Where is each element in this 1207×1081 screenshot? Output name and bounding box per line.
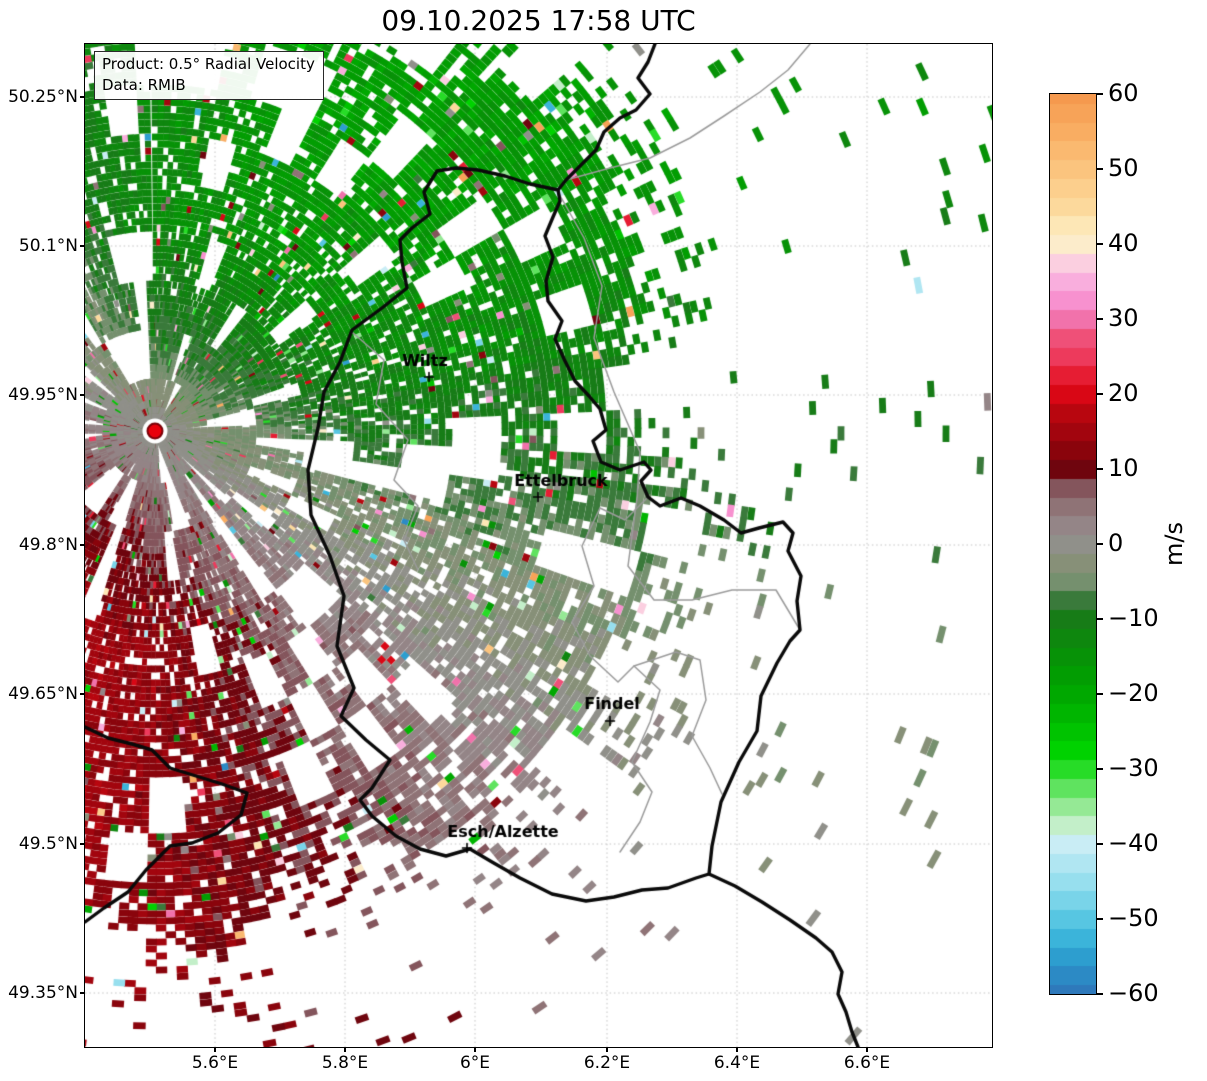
ytick-label: 50.1°N [18, 236, 78, 256]
colorbar-tick-label: 30 [1108, 303, 1139, 332]
colorbar-tick-label: −50 [1108, 903, 1159, 932]
ytick-label: 49.35°N [8, 983, 78, 1003]
ytick-mark [80, 96, 85, 98]
data-source-line: Data: RMIB [102, 76, 186, 94]
colorbar-tick-mark [1096, 993, 1103, 995]
radar-map-canvas [85, 44, 992, 1047]
xtick-label: 6.6°E [843, 1053, 891, 1073]
colorbar-tick-label: −60 [1108, 978, 1159, 1007]
colorbar-tick-mark [1096, 243, 1103, 245]
xtick-label: 5.8°E [321, 1053, 369, 1073]
colorbar-tick-label: 10 [1108, 453, 1139, 482]
ytick-label: 49.8°N [18, 535, 78, 555]
colorbar-tick-mark [1096, 768, 1103, 770]
colorbar-tick-mark [1096, 93, 1103, 95]
colorbar-tick-mark [1096, 168, 1103, 170]
colorbar-tick-label: −20 [1108, 678, 1159, 707]
ytick-label: 49.95°N [8, 385, 78, 405]
colorbar-tick-mark [1096, 843, 1103, 845]
xtick-mark [866, 1047, 868, 1052]
colorbar-tick-mark [1096, 468, 1103, 470]
xtick-mark [736, 1047, 738, 1052]
colorbar-tick-label: −30 [1108, 753, 1159, 782]
xtick-mark [344, 1047, 346, 1052]
xtick-label: 5.6°E [191, 1053, 239, 1073]
xtick-label: 6°E [459, 1053, 491, 1073]
plot-title: 09.10.2025 17:58 UTC [381, 4, 696, 37]
colorbar-tick-mark [1096, 543, 1103, 545]
ytick-label: 49.5°N [18, 834, 78, 854]
colorbar-tick-mark [1096, 693, 1103, 695]
colorbar-tick-label: 50 [1108, 153, 1139, 182]
product-info-box: Product: 0.5° Radial Velocity Data: RMIB [94, 51, 324, 100]
colorbar-tick-label: 40 [1108, 228, 1139, 257]
ytick-mark [80, 245, 85, 247]
colorbar-tick-mark [1096, 318, 1103, 320]
ytick-mark [80, 394, 85, 396]
colorbar-tick-label: −10 [1108, 603, 1159, 632]
colorbar-tick-mark [1096, 918, 1103, 920]
xtick-label: 6.2°E [583, 1053, 631, 1073]
ytick-label: 50.25°N [8, 87, 78, 107]
map-plot-area: Product: 0.5° Radial Velocity Data: RMIB [84, 43, 993, 1048]
colorbar-tick-label: −40 [1108, 828, 1159, 857]
xtick-mark [474, 1047, 476, 1052]
ytick-mark [80, 843, 85, 845]
ytick-label: 49.65°N [8, 684, 78, 704]
xtick-mark [214, 1047, 216, 1052]
ytick-mark [80, 693, 85, 695]
colorbar-tick-label: 60 [1108, 78, 1139, 107]
colorbar-tick-label: 20 [1108, 378, 1139, 407]
ytick-mark [80, 992, 85, 994]
colorbar-canvas [1049, 93, 1097, 995]
product-line: Product: 0.5° Radial Velocity [102, 55, 315, 73]
colorbar-tick-mark [1096, 618, 1103, 620]
colorbar-tick-label: 0 [1108, 528, 1124, 557]
colorbar-unit-label: m/s [1160, 522, 1188, 566]
ytick-mark [80, 544, 85, 546]
colorbar-tick-mark [1096, 393, 1103, 395]
xtick-label: 6.4°E [713, 1053, 761, 1073]
xtick-mark [606, 1047, 608, 1052]
